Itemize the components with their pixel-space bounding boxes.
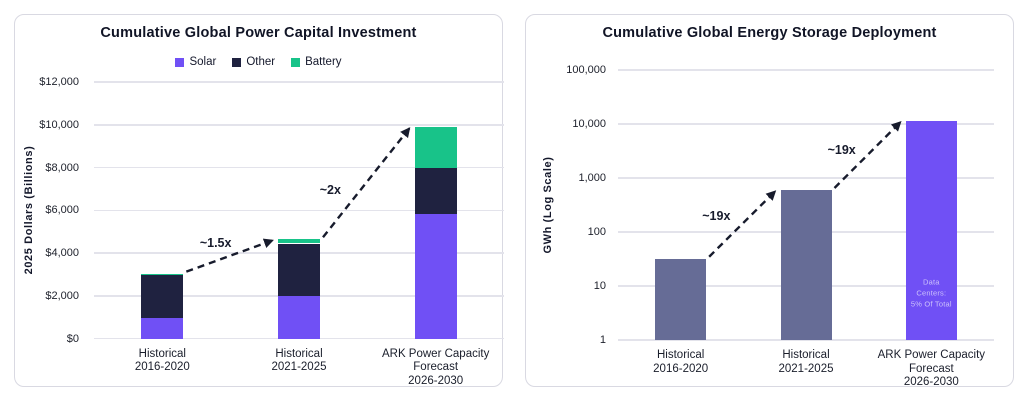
y-axis-tick-label: $6,000: [45, 204, 79, 217]
gridline: [618, 177, 994, 179]
legend-item-battery: Battery: [291, 56, 342, 68]
x-axis-category-label: ARK Power Capacity Forecast 2026-2030: [877, 349, 986, 388]
bar-inner-label: Data Centers: 5% Of Total: [910, 277, 952, 309]
gridline: [618, 339, 994, 341]
bar-segment-solar: [141, 318, 184, 339]
x-axis-category-label: ARK Power Capacity Forecast 2026-2030: [381, 347, 490, 387]
x-axis-category-label: Historical 2021-2025: [778, 349, 834, 375]
gridline: [94, 124, 504, 126]
plot-area: 100,000 10,000 1,000 100 10 1 Historical 2016-…: [526, 15, 1015, 388]
bar-segment-battery: [278, 239, 320, 244]
bar-segment-solar: [414, 213, 457, 339]
gridline: [94, 337, 504, 340]
y-axis-tick-label: $12,000: [39, 76, 79, 88]
bar-segment-other: [278, 243, 320, 296]
gridline: [94, 166, 504, 169]
y-axis-tick-label: 100,000: [566, 64, 606, 76]
gridline: [618, 123, 994, 125]
bar: [905, 120, 957, 340]
legend-item-other: Other: [232, 56, 275, 68]
chart-card-power-investment: Cumulative Global Power Capital Investme…: [14, 14, 504, 388]
chart-title: Cumulative Global Power Capital Investme…: [100, 25, 417, 41]
legend: Solar Other Battery: [15, 56, 502, 68]
y-axis-tick-label: $2,000: [45, 289, 79, 302]
growth-annotation: ~19x: [827, 142, 856, 157]
legend-swatch: [175, 57, 185, 67]
x-axis-category-label: Historical 2016-2020: [653, 349, 709, 375]
y-axis-tick-label: 10: [593, 280, 606, 292]
bar: [780, 189, 832, 340]
gridline: [94, 209, 504, 212]
legend-item-solar: Solar: [175, 56, 216, 68]
growth-annotation: ~1.5x: [199, 235, 232, 250]
chart-title: Cumulative Global Energy Storage Deploym…: [602, 25, 937, 41]
x-axis-category-label: Historical 2016-2020: [134, 347, 190, 374]
legend-label: Other: [246, 56, 276, 68]
y-axis-tick-label: $8,000: [45, 161, 79, 174]
bar-segment-battery: [414, 126, 457, 168]
legend-swatch: [232, 57, 242, 67]
growth-annotation: ~19x: [702, 208, 731, 223]
growth-arrow: [708, 190, 777, 258]
x-axis-category-label: Historical 2021-2025: [271, 347, 327, 374]
y-axis-tick-label: 100: [587, 226, 606, 238]
y-axis-tick-label: $0: [66, 332, 79, 345]
bar: [655, 258, 707, 340]
y-axis-tick-label: 1: [599, 334, 606, 346]
growth-annotation: ~2x: [319, 182, 341, 197]
gridline: [618, 69, 994, 71]
y-axis-tick-label: 1,000: [578, 172, 606, 184]
bar-segment-battery: [141, 273, 184, 275]
legend-label: Solar: [189, 56, 217, 68]
bar-segment-other: [414, 167, 457, 214]
bar-segment-solar: [278, 295, 320, 339]
y-axis-tick-label: $4,000: [45, 247, 79, 260]
gridline: [94, 81, 504, 83]
legend-swatch: [291, 57, 301, 67]
chart-card-energy-storage: Cumulative Global Energy Storage Deploym…: [525, 14, 1015, 388]
y-axis-tick-label: 10,000: [572, 118, 606, 130]
y-axis-tick-label: $10,000: [39, 118, 79, 131]
plot-area: $12,000 $10,000 $8,000 $6,000 $4,000 $2,000 $0…: [15, 15, 504, 388]
legend-label: Battery: [305, 56, 342, 68]
bar-segment-other: [141, 274, 184, 319]
